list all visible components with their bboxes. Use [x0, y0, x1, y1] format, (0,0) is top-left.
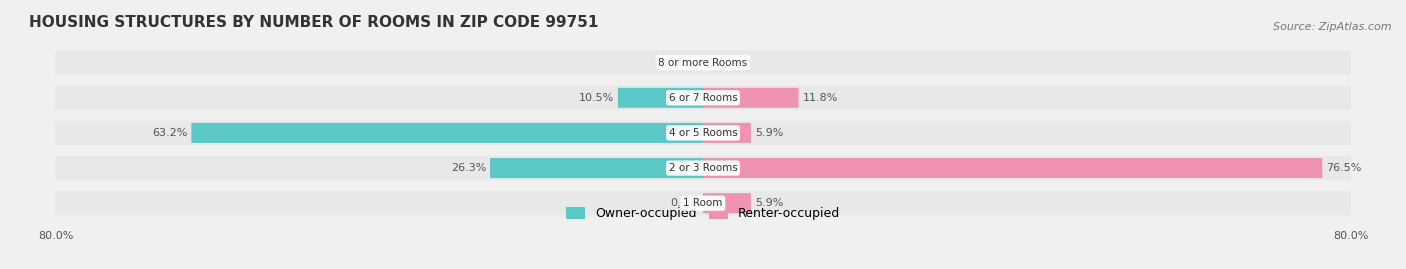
Text: 0.0%: 0.0% [707, 58, 735, 68]
FancyBboxPatch shape [55, 156, 1351, 180]
FancyBboxPatch shape [703, 158, 1322, 178]
Text: 6 or 7 Rooms: 6 or 7 Rooms [669, 93, 737, 103]
FancyBboxPatch shape [491, 158, 703, 178]
Text: 0.0%: 0.0% [671, 58, 699, 68]
FancyBboxPatch shape [617, 88, 703, 108]
Text: 5.9%: 5.9% [755, 128, 783, 138]
Text: Source: ZipAtlas.com: Source: ZipAtlas.com [1274, 22, 1392, 31]
FancyBboxPatch shape [703, 88, 799, 108]
Text: 0.0%: 0.0% [671, 198, 699, 208]
FancyBboxPatch shape [55, 51, 1351, 75]
FancyBboxPatch shape [191, 123, 703, 143]
FancyBboxPatch shape [55, 121, 1351, 145]
Text: 11.8%: 11.8% [803, 93, 838, 103]
Text: 26.3%: 26.3% [451, 163, 486, 173]
FancyBboxPatch shape [703, 123, 751, 143]
Text: 10.5%: 10.5% [579, 93, 614, 103]
FancyBboxPatch shape [55, 191, 1351, 215]
Text: 76.5%: 76.5% [1326, 163, 1361, 173]
FancyBboxPatch shape [703, 193, 751, 213]
Text: 5.9%: 5.9% [755, 198, 783, 208]
Text: 8 or more Rooms: 8 or more Rooms [658, 58, 748, 68]
Text: 4 or 5 Rooms: 4 or 5 Rooms [669, 128, 737, 138]
Legend: Owner-occupied, Renter-occupied: Owner-occupied, Renter-occupied [561, 202, 845, 225]
Text: 1 Room: 1 Room [683, 198, 723, 208]
Text: HOUSING STRUCTURES BY NUMBER OF ROOMS IN ZIP CODE 99751: HOUSING STRUCTURES BY NUMBER OF ROOMS IN… [28, 15, 598, 30]
Text: 63.2%: 63.2% [152, 128, 187, 138]
FancyBboxPatch shape [55, 86, 1351, 110]
Text: 2 or 3 Rooms: 2 or 3 Rooms [669, 163, 737, 173]
